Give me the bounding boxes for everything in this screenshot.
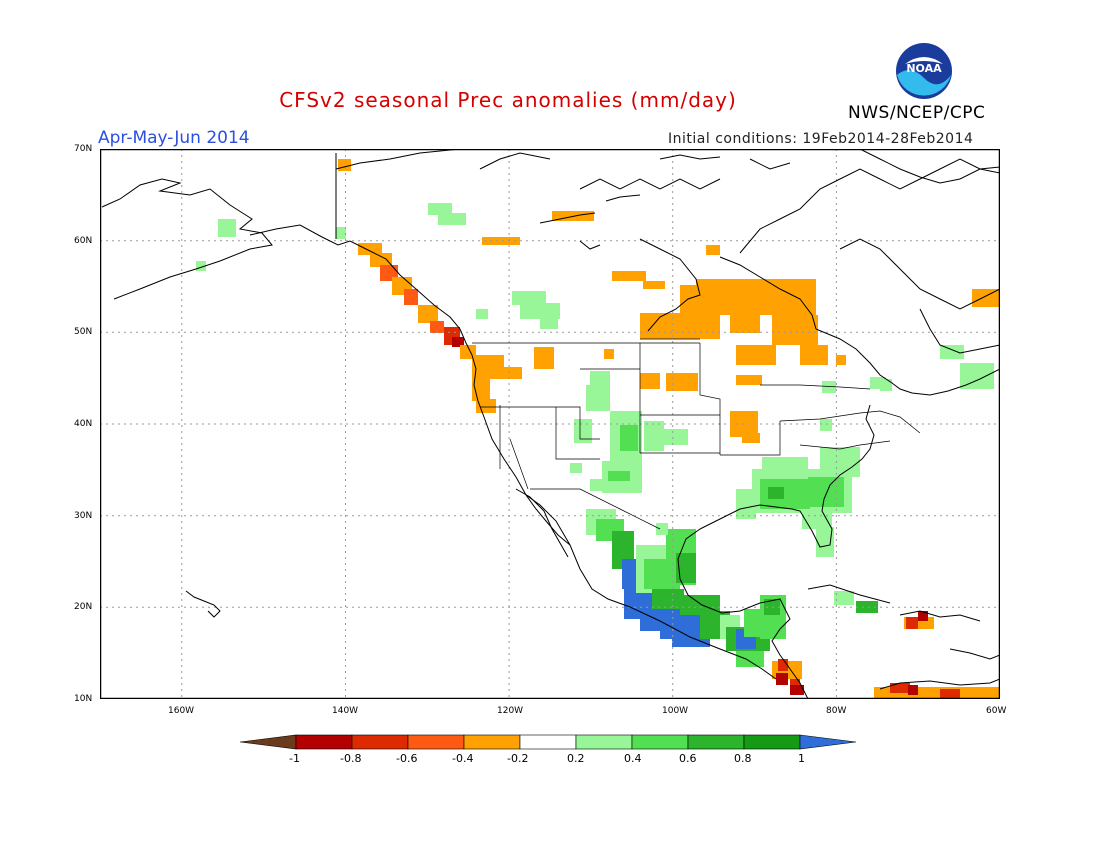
lon-label: 100W	[662, 706, 689, 716]
lat-label: 40N	[74, 419, 93, 429]
colorbar-cell	[463, 734, 521, 750]
colorbar-cell	[295, 734, 353, 750]
colorbar-label: -0.6	[396, 752, 418, 765]
map-frame	[100, 149, 1000, 699]
logo-text: NOAA	[906, 62, 942, 75]
colorbar-cell	[631, 734, 689, 750]
political-borders	[472, 338, 921, 530]
colorbar-cell	[575, 734, 633, 750]
colorbar-label: -0.2	[507, 752, 529, 765]
colorbar-cell	[743, 734, 801, 750]
lat-label: 50N	[74, 327, 93, 337]
colorbar-label: 0.6	[679, 752, 697, 765]
agency-label: NWS/NCEP/CPC	[848, 103, 986, 123]
colorbar-label: 0.4	[624, 752, 642, 765]
colorbar-label: 1	[798, 752, 805, 765]
colorbar-cell	[407, 734, 465, 750]
lon-label: 80W	[826, 706, 847, 716]
lon-label: 60W	[986, 706, 1007, 716]
colorbar-label: -0.8	[340, 752, 362, 765]
colorbar-label: -1	[289, 752, 300, 765]
chart-title: CFSv2 seasonal Prec anomalies (mm/day)	[279, 88, 737, 112]
colorbar-cell	[240, 734, 297, 750]
colorbar-cells	[240, 734, 857, 750]
noaa-logo-icon: NOAA	[896, 43, 952, 99]
anomaly-map	[100, 149, 1000, 699]
lat-label: 20N	[74, 602, 93, 612]
lon-label: 120W	[497, 706, 524, 716]
lat-label: 60N	[74, 236, 93, 246]
colorbar	[240, 734, 857, 750]
lon-label: 140W	[332, 706, 359, 716]
colorbar-cell	[799, 734, 857, 750]
lat-label: 10N	[74, 694, 93, 704]
coastlines	[101, 149, 1000, 699]
lat-label: 70N	[74, 144, 93, 154]
colorbar-label: 0.2	[567, 752, 585, 765]
colorbar-cell	[351, 734, 409, 750]
lon-label: 160W	[168, 706, 195, 716]
colorbar-cell	[519, 734, 577, 750]
map-panel	[100, 149, 1000, 699]
period-label: Apr-May-Jun 2014	[98, 128, 250, 148]
colorbar-label: -0.4	[452, 752, 474, 765]
lat-label: 30N	[74, 511, 93, 521]
colorbar-cell	[687, 734, 745, 750]
initial-conditions-label: Initial conditions: 19Feb2014-28Feb2014	[668, 131, 974, 147]
anomaly-fields	[196, 159, 1000, 699]
colorbar-label: 0.8	[734, 752, 752, 765]
